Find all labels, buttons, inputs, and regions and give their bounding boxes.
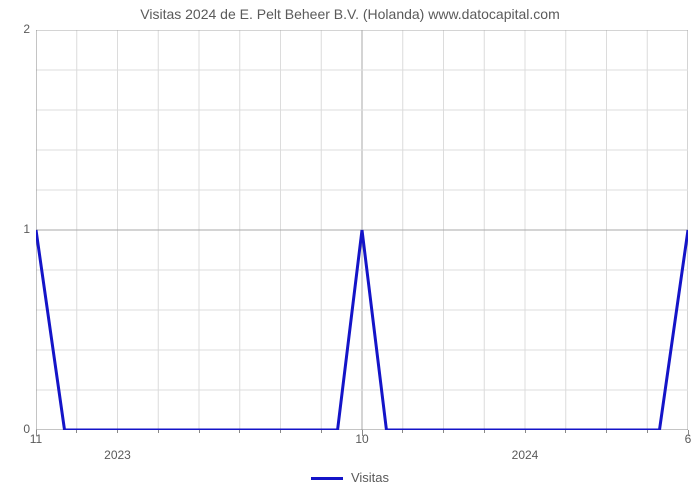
legend-label: Visitas: [351, 470, 389, 485]
chart-plot: [36, 30, 688, 430]
legend-swatch: [311, 477, 343, 480]
x-tick-mark: [76, 430, 77, 433]
x-tick-mark: [606, 430, 607, 433]
x-tick-mark: [647, 430, 648, 433]
y-tick-label: 2: [6, 22, 30, 36]
chart-title: Visitas 2024 de E. Pelt Beheer B.V. (Hol…: [0, 6, 700, 22]
x-tick-mark: [280, 430, 281, 433]
chart-legend: Visitas: [0, 470, 700, 485]
y-tick-label: 1: [6, 222, 30, 236]
x-tick-mark: [158, 430, 159, 433]
x-tick-mark: [525, 430, 526, 433]
x-tick-mark: [117, 430, 118, 433]
x-tick-mark: [484, 430, 485, 433]
x-tick-mark: [402, 430, 403, 433]
x-tick-label: 2023: [98, 448, 138, 462]
chart-container: Visitas 2024 de E. Pelt Beheer B.V. (Hol…: [0, 0, 700, 500]
x-tick-mark: [688, 430, 689, 436]
x-tick-mark: [36, 430, 37, 436]
x-tick-mark: [443, 430, 444, 433]
x-tick-mark: [239, 430, 240, 433]
x-tick-mark: [362, 430, 363, 436]
x-tick-label: 6: [668, 432, 700, 446]
x-tick-label: 2024: [505, 448, 545, 462]
x-tick-mark: [199, 430, 200, 433]
x-tick-mark: [321, 430, 322, 433]
x-tick-mark: [565, 430, 566, 433]
